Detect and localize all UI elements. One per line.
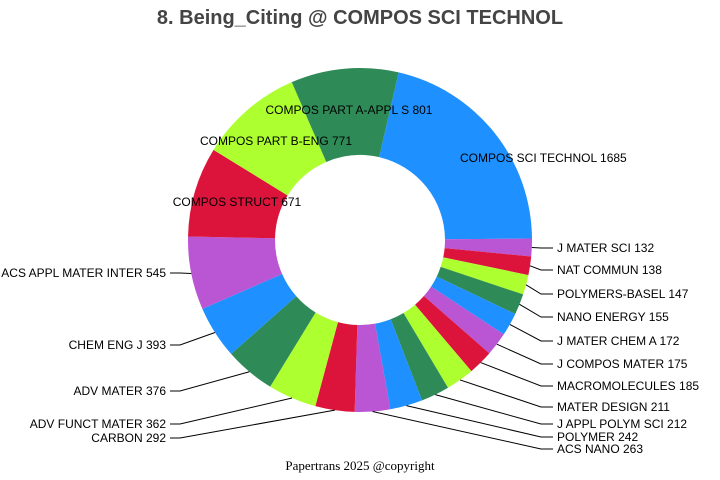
data-label: ACS APPL MATER INTER 545 <box>1 266 166 280</box>
slice-adv-mater <box>231 296 316 387</box>
slice-j-mater-chem-a <box>431 276 516 335</box>
data-label: J APPL POLYM SCI 212 <box>557 417 687 431</box>
leader-line <box>519 303 553 318</box>
leader-line <box>372 411 553 450</box>
data-label: J MATER SCI 132 <box>557 241 654 255</box>
slice-polymer <box>374 319 423 410</box>
slice-nat-commun <box>443 248 532 276</box>
data-label: COMPOS PART A-APPL S 801 <box>266 103 433 117</box>
slice-mater-design <box>403 304 472 388</box>
slice-j-mater-sci <box>444 238 532 257</box>
data-label: CHEM ENG J 393 <box>69 338 167 352</box>
leader-line <box>170 332 216 346</box>
slice-nano-energy <box>436 266 524 315</box>
data-label: NANO ENERGY 155 <box>557 310 669 324</box>
slice-j-compos-mater <box>423 286 504 354</box>
leader-line <box>480 362 553 387</box>
data-label: COMPOS SCI TECHNOL 1685 <box>460 151 627 165</box>
data-label: COMPOS STRUCT 671 <box>173 195 302 209</box>
slice-adv-funct-mater <box>270 312 338 407</box>
slice-acs-nano <box>354 323 391 412</box>
leader-line <box>170 371 250 392</box>
leader-line <box>525 284 553 295</box>
leader-line <box>435 394 553 425</box>
leader-line <box>496 343 553 365</box>
data-label: ADV MATER 376 <box>74 384 167 398</box>
slice-acs-appl-mater-inter <box>188 236 283 309</box>
footer-copyright: Papertrans 2025 @copyright <box>285 458 435 473</box>
slice-compos-part-b-eng <box>213 82 327 196</box>
leader-line <box>459 379 553 408</box>
slice-macromolecules <box>415 296 490 372</box>
slice-carbon <box>315 322 358 412</box>
slice-chem-eng-j <box>202 274 297 354</box>
data-label: NAT COMMUN 138 <box>557 263 662 277</box>
data-label: J COMPOS MATER 175 <box>557 357 688 371</box>
slice-j-appl-polym-sci <box>390 313 449 401</box>
slice-compos-sci-technol <box>379 72 532 240</box>
data-label: ADV FUNCT MATER 362 <box>30 417 167 431</box>
leader-line <box>509 323 553 342</box>
data-label: CARBON 292 <box>91 431 166 445</box>
data-label: MATER DESIGN 211 <box>557 400 670 414</box>
leader-line <box>529 265 553 271</box>
data-label: COMPOS PART B-ENG 771 <box>200 134 352 148</box>
data-label: J MATER CHEM A 172 <box>557 334 680 348</box>
data-label: MACROMOLECULES 185 <box>557 379 699 393</box>
slice-compos-part-a-appl-s <box>291 68 399 162</box>
chart-title: 8. Being_Citing @ COMPOS SCI TECHNOL <box>156 7 564 29</box>
data-label: POLYMER 242 <box>557 430 638 444</box>
leader-line <box>170 397 293 425</box>
data-label: POLYMERS-BASEL 147 <box>557 287 689 301</box>
leader-line <box>406 405 553 438</box>
leader-line <box>170 409 335 439</box>
data-label: ACS NANO 263 <box>557 442 643 456</box>
slice-compos-struct <box>188 149 288 239</box>
slice-polymers-basel <box>440 257 529 295</box>
